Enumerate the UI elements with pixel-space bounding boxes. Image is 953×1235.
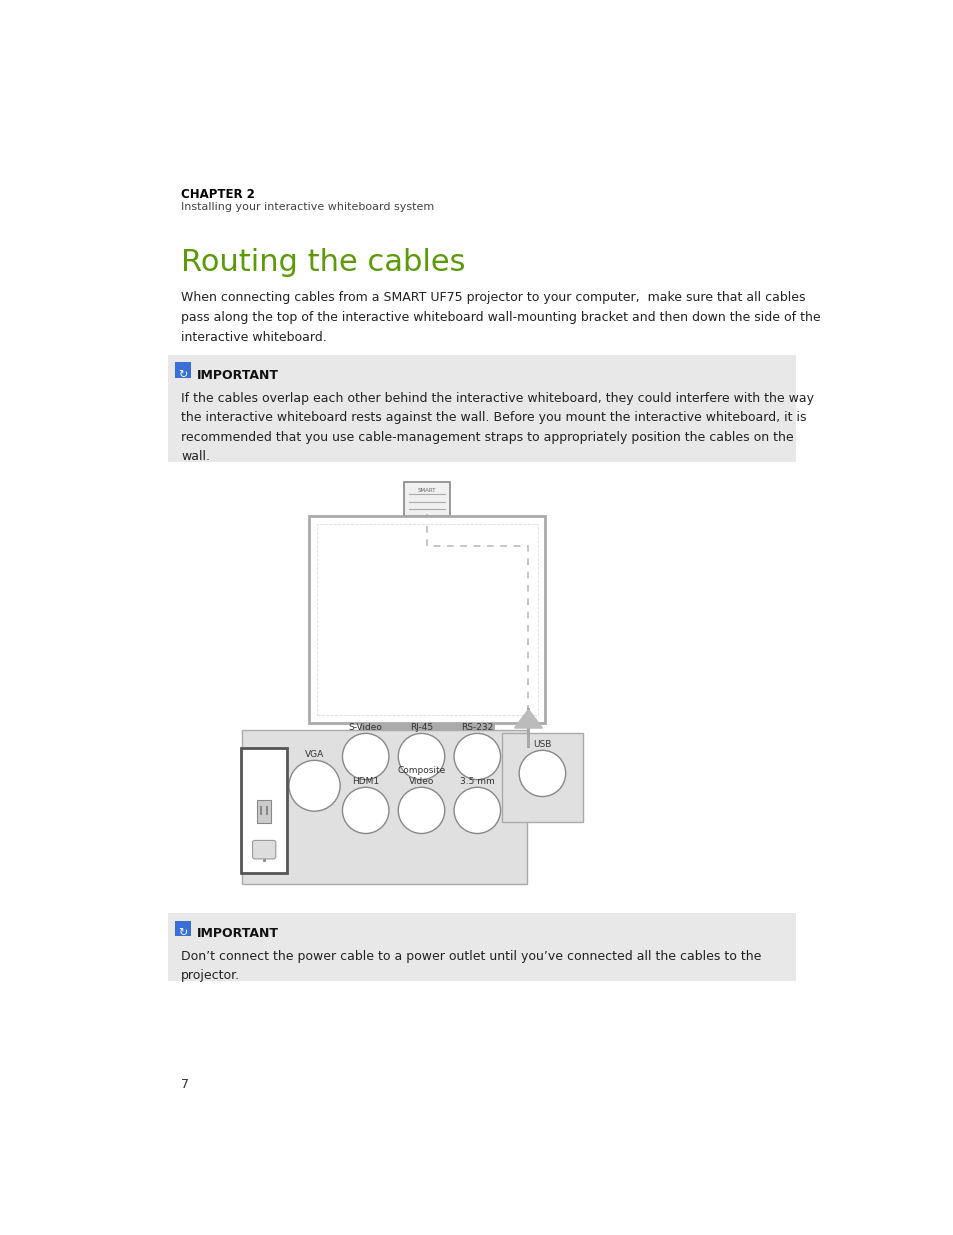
Text: ↻: ↻ bbox=[178, 370, 188, 380]
Circle shape bbox=[342, 787, 389, 834]
Polygon shape bbox=[514, 710, 542, 727]
Text: Don’t connect the power cable to a power outlet until you’ve connected all the c: Don’t connect the power cable to a power… bbox=[181, 950, 760, 982]
FancyBboxPatch shape bbox=[403, 483, 450, 516]
FancyBboxPatch shape bbox=[253, 841, 275, 858]
FancyBboxPatch shape bbox=[174, 362, 191, 378]
Text: When connecting cables from a SMART UF75 projector to your computer,  make sure : When connecting cables from a SMART UF75… bbox=[181, 290, 820, 343]
FancyBboxPatch shape bbox=[174, 920, 191, 936]
Text: RJ-45: RJ-45 bbox=[410, 722, 433, 732]
Text: HDM1: HDM1 bbox=[352, 777, 379, 785]
FancyBboxPatch shape bbox=[168, 354, 795, 462]
Text: USB: USB bbox=[533, 740, 551, 748]
FancyBboxPatch shape bbox=[309, 516, 545, 722]
Text: ↻: ↻ bbox=[178, 929, 188, 939]
Circle shape bbox=[397, 787, 444, 834]
Circle shape bbox=[397, 734, 444, 779]
Text: VGA: VGA bbox=[305, 750, 324, 758]
Text: Installing your interactive whiteboard system: Installing your interactive whiteboard s… bbox=[181, 203, 434, 212]
Text: If the cables overlap each other behind the interactive whiteboard, they could i: If the cables overlap each other behind … bbox=[181, 391, 814, 463]
Text: RS-232: RS-232 bbox=[460, 722, 493, 732]
Circle shape bbox=[454, 734, 500, 779]
Text: 7: 7 bbox=[181, 1078, 189, 1092]
FancyBboxPatch shape bbox=[501, 734, 583, 823]
Text: Composite
Video: Composite Video bbox=[397, 767, 445, 785]
Circle shape bbox=[289, 761, 340, 811]
Circle shape bbox=[454, 787, 500, 834]
Circle shape bbox=[518, 751, 565, 797]
FancyBboxPatch shape bbox=[168, 913, 795, 981]
Text: IMPORTANT: IMPORTANT bbox=[196, 369, 278, 382]
Text: CHAPTER 2: CHAPTER 2 bbox=[181, 188, 254, 201]
Circle shape bbox=[342, 734, 389, 779]
Text: IMPORTANT: IMPORTANT bbox=[196, 927, 278, 940]
Text: SMART: SMART bbox=[417, 488, 436, 493]
Text: Routing the cables: Routing the cables bbox=[181, 248, 465, 278]
FancyBboxPatch shape bbox=[257, 799, 271, 823]
FancyBboxPatch shape bbox=[241, 730, 526, 883]
Text: 3.5 mm: 3.5 mm bbox=[459, 777, 495, 785]
Text: S-Video: S-Video bbox=[349, 722, 382, 732]
FancyBboxPatch shape bbox=[241, 748, 287, 873]
